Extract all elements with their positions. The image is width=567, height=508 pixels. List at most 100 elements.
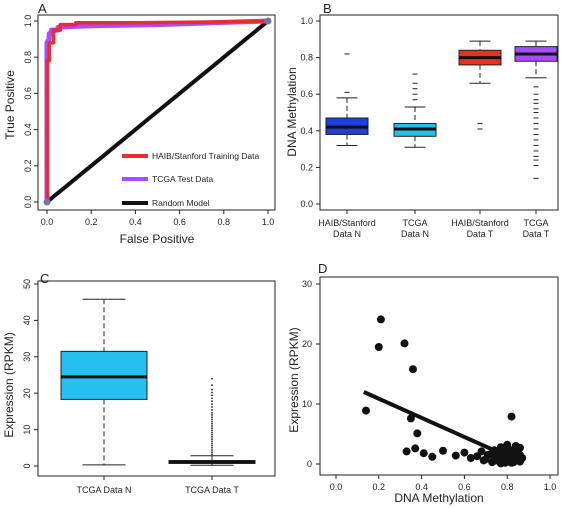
d-x-tick-label: 0.4 — [415, 482, 428, 492]
scatter-point — [402, 447, 411, 456]
legend-label-random: Random Model — [152, 198, 210, 208]
panel-label-c: C — [40, 271, 49, 286]
scatter-point — [409, 365, 417, 374]
scatter-point — [460, 448, 469, 457]
b-x-tick-label-line1: HAIB/Stanford — [318, 218, 376, 228]
roc-origin-point — [43, 198, 51, 206]
a-x-tick-label: 0.6 — [173, 217, 186, 227]
d-y-tick-label: 20 — [302, 339, 312, 349]
panel-c-y-axis: 0 10 20 30 40 50 — [22, 279, 38, 469]
outlier — [211, 425, 213, 427]
b-x-tick-label-line2: Data T — [467, 229, 494, 239]
d-y-tick-label: 30 — [302, 279, 312, 289]
b-x-tick-label-line2: Data T — [523, 229, 550, 239]
panel-c-y-axis-title: Expression (RPKM) — [2, 332, 16, 437]
c-x-tick-label: TCGA Data N — [76, 485, 131, 495]
d-x-tick-label: 0.8 — [501, 482, 514, 492]
panel-d-y-axis: 0 10 20 30 — [302, 279, 320, 469]
outlier — [211, 444, 213, 447]
scatter-point — [406, 414, 415, 423]
scatter-point — [516, 443, 524, 452]
c-y-tick-label: 30 — [22, 352, 32, 362]
a-x-tick-label: 0.4 — [129, 217, 142, 227]
panel-a-y-axis: 0.0 0.2 0.4 0.6 0.8 1.0 — [23, 15, 38, 208]
c-y-tick-label: 10 — [22, 425, 32, 435]
panel-a-legend: HAIB/Stanford Training Data TCGA Test Da… — [122, 151, 260, 208]
b-box-2 — [393, 73, 437, 148]
outlier — [211, 400, 213, 403]
panel-d-x-axis: 0.0 0.2 0.4 0.6 0.8 1.0 — [330, 475, 556, 492]
scatter-point — [496, 459, 505, 468]
outlier — [211, 384, 213, 387]
scatter-point — [490, 453, 499, 462]
a-y-tick-label: 0.6 — [23, 87, 33, 100]
panel-c-boxplot: C 0 10 20 30 40 50 TCGA Data N TCGA Data T Exp… — [2, 271, 276, 495]
d-y-tick-label: 0 — [307, 459, 312, 469]
scatter-point — [518, 454, 527, 462]
a-x-tick-label: 1.0 — [262, 217, 275, 227]
outlier — [211, 377, 213, 380]
panel-a-x-axis-title: False Positive — [120, 232, 195, 246]
legend-label-tcga: TCGA Test Data — [152, 174, 214, 184]
c-y-tick-label: 20 — [22, 388, 32, 398]
c-box-1 — [60, 298, 148, 466]
scatter-point — [376, 315, 385, 324]
panel-d-y-axis-title: Expression (RPKM) — [287, 327, 301, 432]
b-y-tick-label: 0.8 — [300, 53, 313, 63]
panel-d-scatter: D 0.0 0.2 0.4 0.6 0.8 1.0 0 10 20 30 DNA Methyla… — [287, 261, 559, 505]
d-x-tick-label: 0.0 — [330, 482, 343, 492]
scatter-point — [498, 445, 507, 453]
scatter-point — [466, 454, 475, 462]
panel-d-points — [362, 315, 527, 468]
scatter-point — [507, 412, 516, 421]
scatter-point — [479, 456, 488, 465]
scatter-point — [400, 339, 409, 348]
scatter-point — [413, 429, 422, 438]
panel-label-d: D — [318, 261, 327, 276]
scatter-point — [483, 451, 492, 459]
outlier — [211, 397, 213, 400]
a-x-tick-label: 0.0 — [41, 217, 54, 227]
b-box-1 — [325, 53, 369, 146]
d-x-tick-label: 0.2 — [373, 482, 386, 492]
scatter-point — [451, 451, 460, 460]
scatter-point — [439, 446, 447, 455]
a-y-tick-label: 0.2 — [23, 160, 33, 173]
regression-line — [363, 390, 513, 460]
outlier — [211, 422, 213, 425]
roc-line-random-model — [45, 19, 270, 204]
outlier — [211, 394, 213, 397]
panel-a-roc: A 0.0 0.2 0.4 0.6 0.8 1.0 0.00.20.40.60.81.0 … — [3, 1, 276, 246]
outlier — [211, 429, 213, 432]
outlier — [211, 427, 213, 430]
c-y-tick-label: 50 — [22, 279, 32, 289]
scatter-point — [428, 452, 437, 461]
d-x-tick-label: 0.6 — [458, 482, 471, 492]
outlier — [211, 453, 213, 456]
panel-d-plot-frame — [319, 276, 559, 476]
outlier — [211, 446, 213, 449]
panel-c-x-axis: TCGA Data N TCGA Data T — [76, 476, 239, 495]
outlier — [211, 440, 213, 443]
scatter-point — [419, 449, 428, 458]
panel-d-x-axis-title: DNA Methylation — [394, 491, 483, 505]
panel-d-fit — [363, 390, 513, 460]
d-y-tick-label: 10 — [302, 399, 312, 409]
outlier — [211, 418, 213, 421]
outlier — [211, 431, 213, 434]
a-y-tick-label: 0.8 — [23, 51, 33, 64]
b-x-tick-label-line1: HAIB/Stanford — [451, 218, 509, 228]
panel-b-y-axis: 0.0 0.2 0.4 0.6 0.8 1.0 — [300, 16, 320, 209]
a-x-tick-label: 0.8 — [218, 217, 231, 227]
c-x-tick-label: TCGA Data T — [185, 485, 239, 495]
b-x-tick-label-line2: Data N — [401, 229, 429, 239]
panel-a-x-axis: 0.0 0.2 0.4 0.6 0.8 1.0 — [41, 210, 275, 227]
b-x-tick-label-line2: Data N — [333, 229, 361, 239]
c-box-2 — [168, 377, 256, 466]
b-x-tick-label-line1: TCGA — [523, 218, 548, 228]
b-y-tick-label: 0.0 — [300, 199, 313, 209]
panel-b-y-axis-title: DNA Methylation — [285, 67, 299, 156]
